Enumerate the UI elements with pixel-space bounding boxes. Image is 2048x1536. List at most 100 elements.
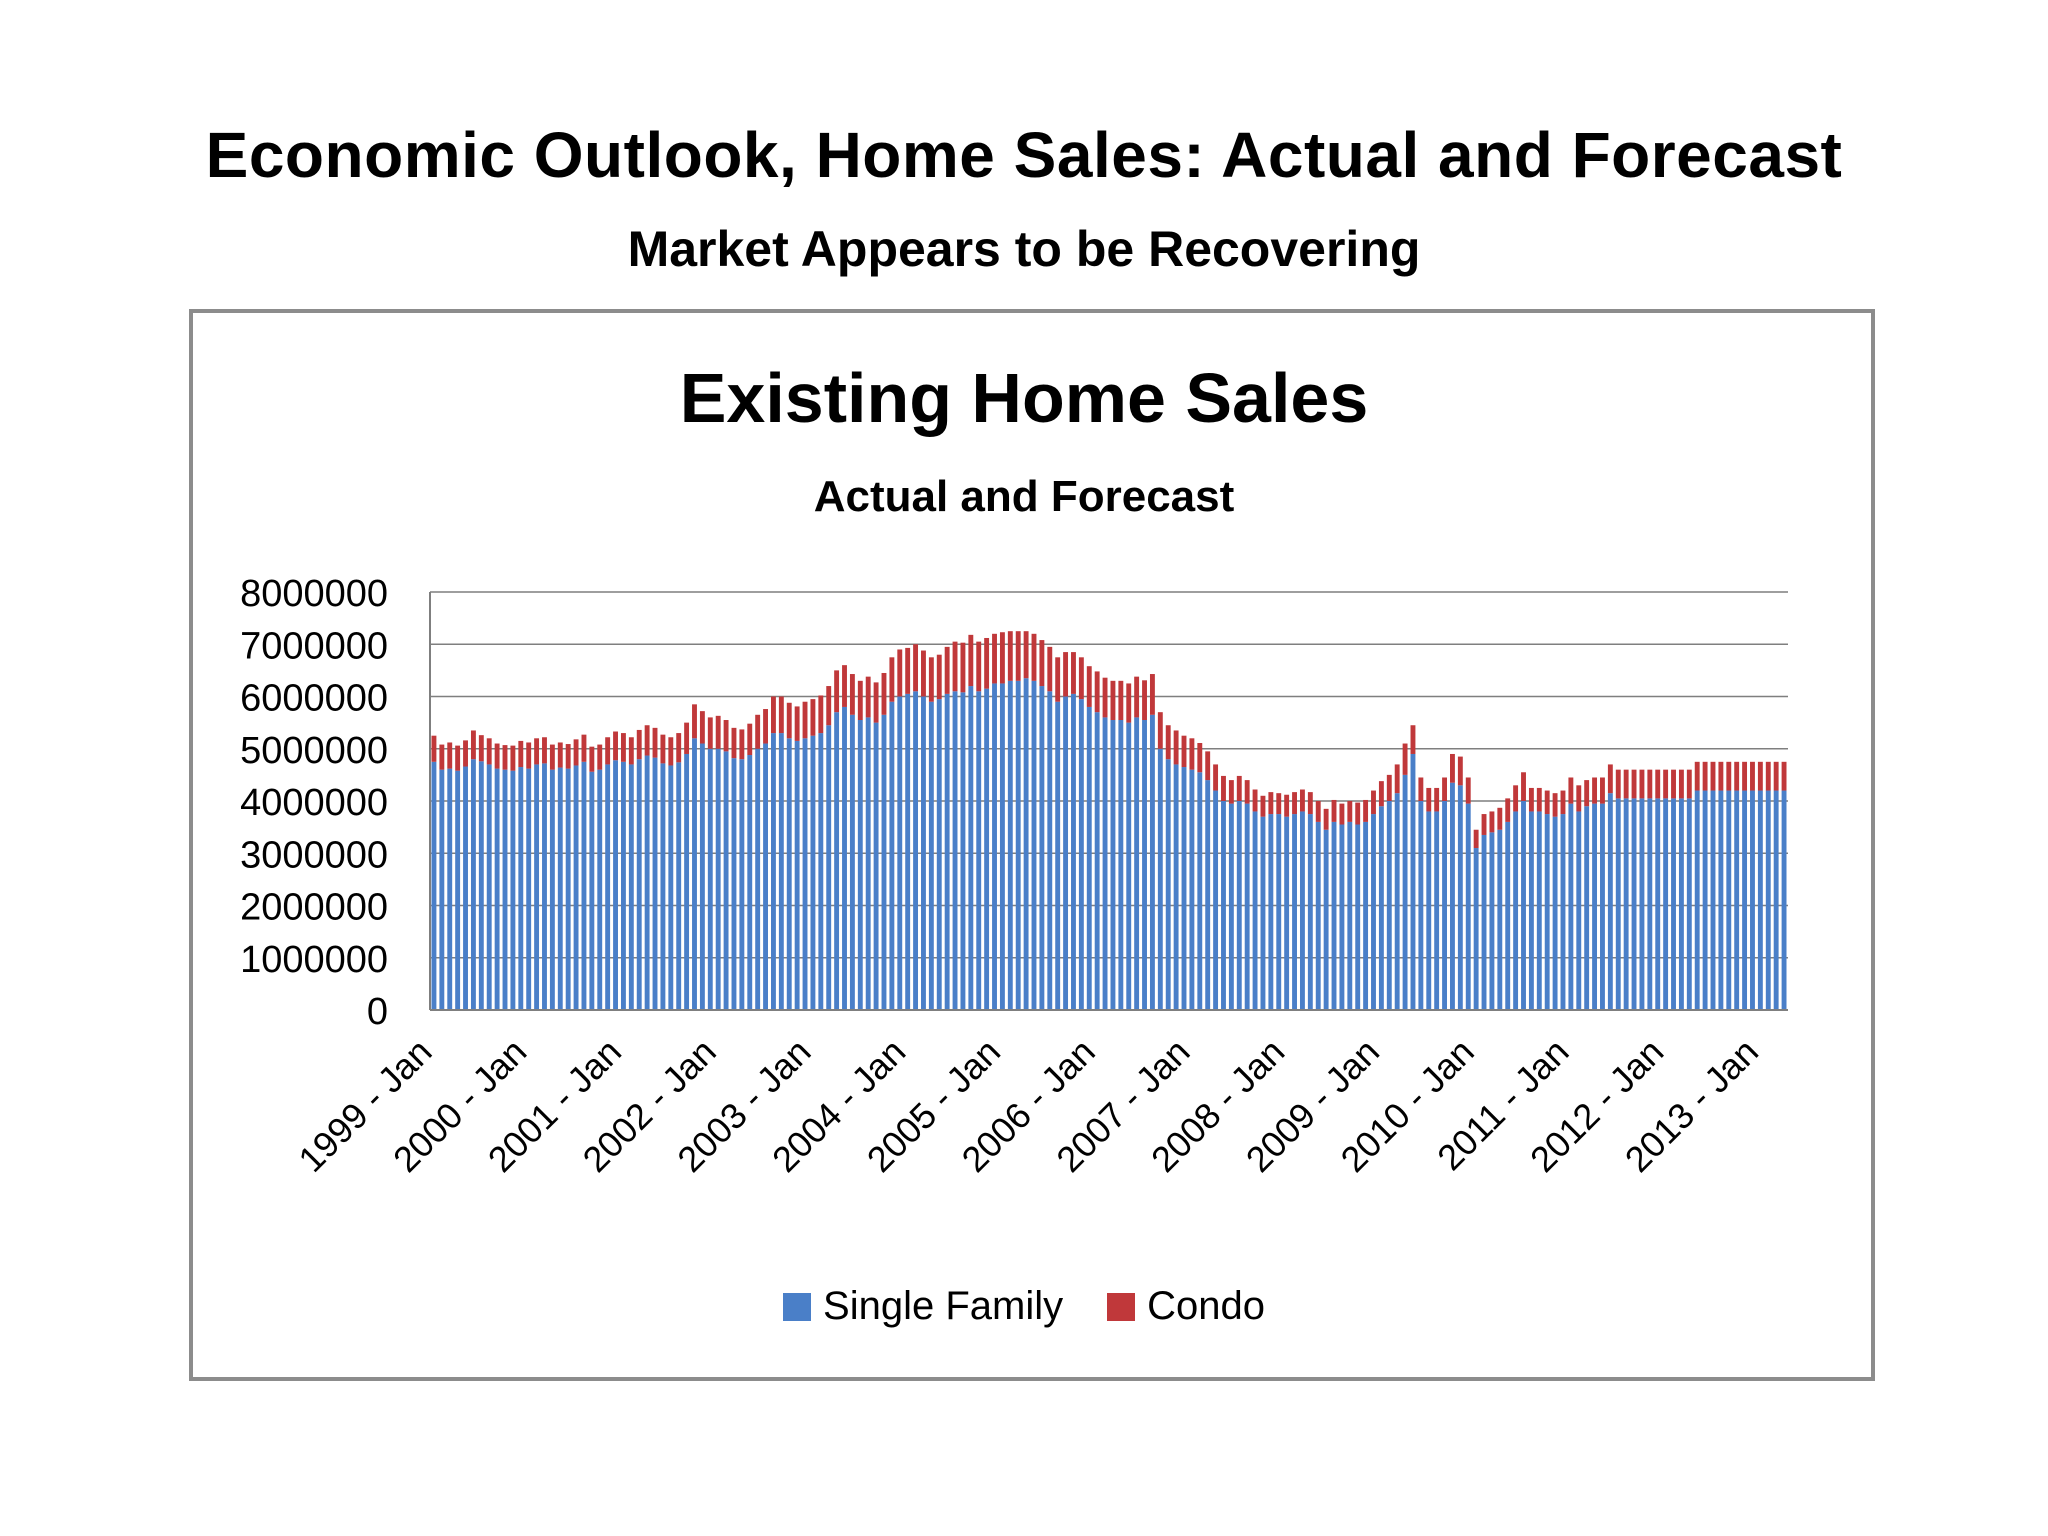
bar-condo <box>999 632 1005 684</box>
bar-single-family <box>1292 814 1297 1010</box>
bar-single-family <box>1118 720 1124 1010</box>
slide-title: Economic Outlook, Home Sales: Actual and… <box>205 119 1843 191</box>
bar-single-family <box>999 683 1005 1010</box>
bar-condo <box>1023 631 1029 679</box>
bar-condo <box>810 699 816 736</box>
bar-condo <box>1157 712 1163 749</box>
bar-condo <box>1434 787 1440 812</box>
bar-single-family <box>1110 720 1116 1010</box>
bar-single-family <box>494 768 500 1010</box>
legend-item-single-family: Single Family <box>783 1284 1063 1329</box>
bar-condo <box>620 733 626 762</box>
bar-condo <box>1284 794 1290 817</box>
bar-single-family <box>1363 821 1369 1010</box>
bar-single-family <box>478 761 484 1010</box>
bar-single-family <box>613 760 618 1010</box>
bar-single-family <box>1497 829 1503 1010</box>
bar-condo <box>1386 774 1392 801</box>
bar-condo <box>1118 680 1124 721</box>
bar-condo <box>881 672 887 715</box>
bar-condo <box>794 706 800 741</box>
bar-single-family <box>1386 801 1392 1010</box>
bar-single-family <box>1615 798 1621 1010</box>
bar-single-family <box>786 738 792 1010</box>
bar-single-family <box>1647 798 1653 1010</box>
bar-condo <box>1465 777 1471 804</box>
bar-single-family <box>1442 801 1447 1010</box>
bar-condo <box>478 735 484 762</box>
bar-single-family <box>526 768 532 1010</box>
bar-condo <box>494 743 500 769</box>
bar-condo <box>1607 764 1613 794</box>
bar-condo <box>1536 787 1542 812</box>
bar-condo <box>786 702 792 739</box>
bar-single-family <box>605 764 611 1010</box>
bar-single-family <box>518 767 524 1010</box>
bar-single-family <box>636 759 642 1010</box>
bar-single-family <box>1457 785 1463 1010</box>
bar-single-family <box>1244 803 1250 1010</box>
bar-single-family <box>1513 811 1519 1010</box>
bar-single-family <box>1505 821 1511 1010</box>
bar-single-family <box>676 762 682 1010</box>
bar-single-family <box>968 686 974 1010</box>
bar-single-family <box>470 759 476 1010</box>
bar-condo <box>1513 785 1519 812</box>
bar-condo <box>1363 799 1369 822</box>
bar-single-family <box>431 761 437 1010</box>
bar-single-family <box>1600 803 1605 1010</box>
bar-condo <box>1007 631 1013 681</box>
bar-single-family <box>826 725 832 1010</box>
y-tick-label: 6000000 <box>240 678 388 720</box>
legend-label-single-family: Single Family <box>823 1284 1064 1328</box>
bar-single-family <box>1536 811 1542 1010</box>
chart-title: Existing Home Sales <box>679 359 1369 437</box>
bar-condo <box>865 676 871 718</box>
y-tick-label: 5000000 <box>240 730 388 772</box>
bar-single-family <box>794 740 800 1010</box>
bar-single-family <box>1481 834 1487 1010</box>
bar-single-family <box>1631 798 1637 1010</box>
bar-condo <box>849 674 855 715</box>
bar-single-family <box>1434 811 1440 1010</box>
bar-single-family <box>684 753 690 1010</box>
bar-single-family <box>1694 790 1700 1010</box>
y-tick-label: 8000000 <box>240 573 388 615</box>
bar-single-family <box>1055 701 1061 1010</box>
bar-condo <box>928 657 934 702</box>
bar-single-family <box>1686 798 1692 1010</box>
bar-single-family <box>1750 790 1755 1010</box>
bar-single-family <box>771 733 776 1010</box>
bar-single-family <box>1584 806 1590 1010</box>
bar-condo <box>1615 769 1621 799</box>
bar-condo <box>1371 790 1376 815</box>
bar-condo <box>1734 761 1740 791</box>
chart-legend: Single Family Condo <box>0 1284 2048 1329</box>
bar-single-family <box>1418 801 1424 1010</box>
bar-single-family <box>1315 821 1321 1010</box>
bar-single-family <box>1260 816 1266 1010</box>
bar-single-family <box>1607 793 1613 1010</box>
bar-condo <box>1307 792 1313 815</box>
bar-condo <box>747 723 753 756</box>
bar-condo <box>1710 761 1716 791</box>
bar-condo <box>557 742 563 768</box>
bar-condo <box>542 737 547 764</box>
bar-single-family <box>1576 811 1582 1010</box>
bar-single-family <box>1734 790 1740 1010</box>
bar-condo <box>1757 761 1763 791</box>
bar-single-family <box>960 692 966 1010</box>
bar-condo <box>778 696 784 734</box>
bar-condo <box>984 637 990 689</box>
bar-condo <box>1236 775 1242 801</box>
bar-condo <box>534 738 540 765</box>
bar-condo <box>1205 751 1211 781</box>
bar-condo <box>1781 761 1787 791</box>
bar-condo <box>1299 789 1305 812</box>
bar-single-family <box>810 735 816 1010</box>
bar-single-family <box>1678 798 1684 1010</box>
bar-single-family <box>1568 803 1574 1010</box>
bar-single-family <box>1671 798 1676 1010</box>
bar-condo <box>668 737 674 766</box>
bar-single-family <box>1134 717 1140 1010</box>
